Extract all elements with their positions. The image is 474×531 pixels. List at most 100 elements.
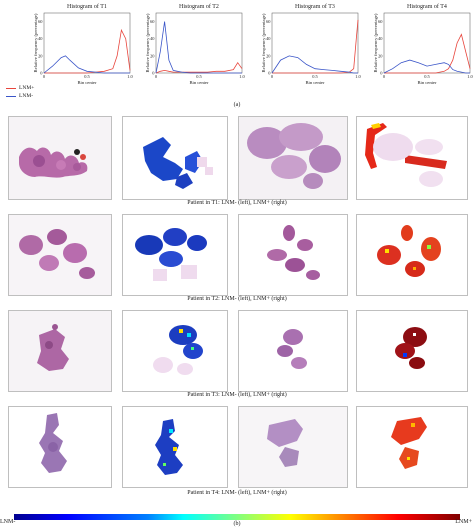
legend: LNM+ LNM-: [6, 84, 34, 100]
y-tick-label: 40: [266, 36, 271, 41]
y-tick-label: 40: [38, 36, 43, 41]
x-tick-label: 1.0: [355, 74, 361, 79]
y-tick-label: 60: [150, 19, 155, 24]
tile-t2-lnm-pos-he: [238, 214, 348, 296]
heatmap-image: [357, 117, 467, 199]
colorbar-right-label: LNM+: [455, 519, 472, 525]
tile-t3-lnm-neg-map: [122, 310, 228, 392]
y-tick-label: 0: [268, 71, 271, 76]
tile-t1-lnm-pos-he: [238, 116, 348, 200]
histogram-title: Histogram of T2: [179, 4, 219, 10]
x-tick-label: 0: [383, 74, 386, 79]
series-line-lnm-pos: [155, 61, 243, 74]
y-tick-label: 40: [378, 36, 383, 41]
series-line-lnm-pos: [272, 19, 359, 74]
legend-swatch-lnm-pos: [6, 87, 16, 89]
y-tick-label: 0: [380, 71, 383, 76]
colorbar: [14, 514, 460, 520]
he-slide-image: [239, 117, 347, 199]
y-tick-label: 20: [266, 53, 271, 58]
tile-t1-lnm-pos-map: [356, 116, 468, 200]
series-line-lnm-neg: [271, 55, 358, 74]
y-axis-label: Relative frequency (percentage): [373, 13, 378, 72]
y-tick-label: 20: [378, 53, 383, 58]
series-line-lnm-neg: [43, 55, 130, 74]
x-tick-label: 0.5: [312, 74, 318, 79]
series-line-lnm-neg: [383, 59, 470, 74]
he-slide-image: [9, 311, 111, 391]
y-tick-label: 60: [266, 19, 271, 24]
he-slide-image: [239, 311, 347, 391]
x-axis-label: Bin center: [305, 80, 324, 85]
panel-a-label: (a): [233, 102, 241, 108]
tile-t4-lnm-neg-map: [122, 406, 228, 488]
y-tick-label: 20: [38, 53, 43, 58]
caption-t2: Patient in T2: LNM- (left), LNM+ (right): [187, 296, 287, 302]
x-tick-label: 0: [43, 74, 46, 79]
histogram-title: Histogram of T3: [295, 4, 335, 10]
heatmap-image: [357, 215, 467, 295]
x-axis-label: Bin center: [77, 80, 96, 85]
plot-frame: [271, 12, 359, 74]
tile-t4-lnm-pos-map: [356, 406, 468, 488]
series-line-lnm-pos: [384, 33, 471, 74]
y-axis-label: Relative frequency (percentage): [261, 13, 266, 72]
legend-label-lnm-neg: LNM-: [19, 93, 34, 99]
heatmap-image: [123, 117, 227, 199]
tile-t1-lnm-neg-he: [8, 116, 112, 200]
he-slide-image: [9, 407, 111, 487]
x-tick-label: 0.5: [196, 74, 202, 79]
tile-t4-lnm-pos-he: [238, 406, 348, 488]
legend-swatch-lnm-neg: [6, 95, 16, 97]
he-slide-image: [9, 117, 111, 199]
tile-t3-lnm-pos-he: [238, 310, 348, 392]
tile-t3-lnm-neg-he: [8, 310, 112, 392]
tile-t3-lnm-pos-map: [356, 310, 468, 392]
series-line-lnm-neg: [155, 21, 242, 74]
x-tick-label: 0: [155, 74, 158, 79]
x-axis-label: Bin center: [189, 80, 208, 85]
x-axis-label: Bin center: [417, 80, 436, 85]
x-tick-label: 0: [271, 74, 274, 79]
colorbar-left-label: LNM-: [0, 519, 16, 525]
x-tick-label: 0.5: [84, 74, 90, 79]
plot-frame: [43, 12, 131, 74]
heatmap-image: [357, 311, 467, 391]
x-tick-label: 0.5: [424, 74, 430, 79]
heatmap-image: [123, 215, 227, 295]
legend-item-lnm-neg: LNM-: [6, 92, 34, 100]
heatmap-image: [357, 407, 467, 487]
y-axis-label: Relative frequency (percentage): [33, 13, 38, 72]
series-line-lnm-pos: [44, 28, 131, 74]
caption-t1: Patient in T1: LNM- (left), LNM+ (right): [187, 200, 287, 206]
y-tick-label: 20: [150, 53, 155, 58]
tile-t2-lnm-neg-he: [8, 214, 112, 296]
caption-t4: Patient in T4: LNM- (left), LNM+ (right): [187, 490, 287, 496]
y-axis-label: Relative frequency (percentage): [145, 13, 150, 72]
histogram-title: Histogram of T1: [67, 4, 107, 10]
he-slide-image: [9, 215, 111, 295]
tile-t2-lnm-pos-map: [356, 214, 468, 296]
tile-t2-lnm-neg-map: [122, 214, 228, 296]
legend-item-lnm-pos: LNM+: [6, 84, 34, 92]
histogram-title: Histogram of T4: [407, 4, 447, 10]
heatmap-image: [123, 311, 227, 391]
legend-label-lnm-pos: LNM+: [19, 85, 35, 91]
tile-t4-lnm-neg-he: [8, 406, 112, 488]
heatmap-image: [123, 407, 227, 487]
y-tick-label: 60: [38, 19, 43, 24]
x-tick-label: 1.0: [467, 74, 473, 79]
y-tick-label: 60: [378, 19, 383, 24]
y-tick-label: 0: [152, 71, 155, 76]
he-slide-image: [239, 215, 347, 295]
x-tick-label: 1.0: [127, 74, 133, 79]
y-tick-label: 40: [150, 36, 155, 41]
y-tick-label: 0: [40, 71, 43, 76]
caption-t3: Patient in T3: LNM- (left), LNM+ (right): [187, 392, 287, 398]
plot-frame: [155, 12, 243, 74]
he-slide-image: [239, 407, 347, 487]
x-tick-label: 1.0: [239, 74, 245, 79]
